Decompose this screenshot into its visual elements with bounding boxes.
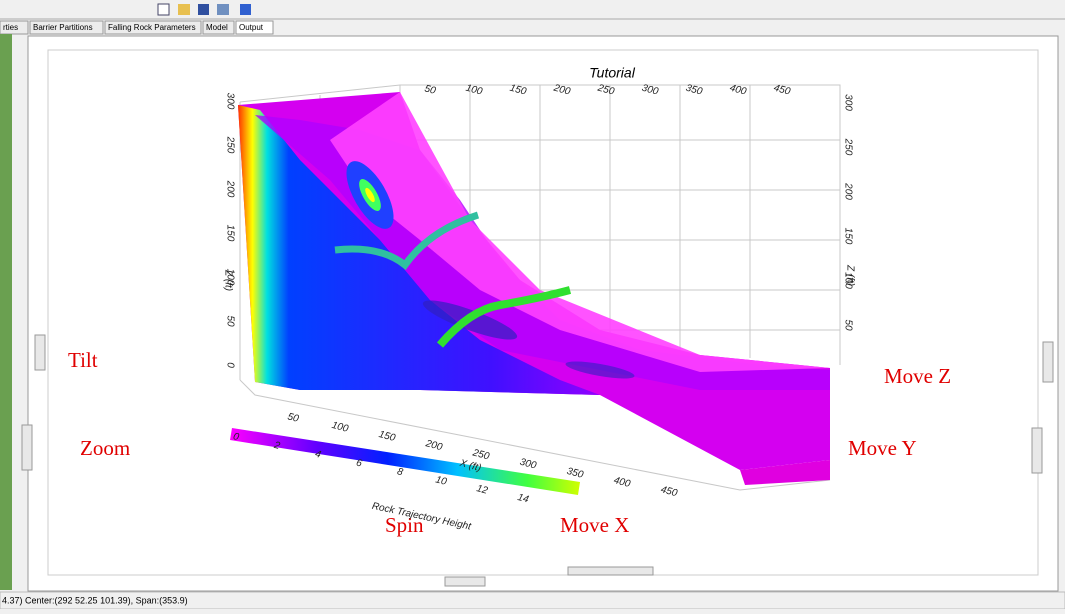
open-icon[interactable] [178,4,190,15]
z-tick-label: 250 [842,138,853,156]
axis-label: Z (ft) [844,264,855,286]
z-tick-label: 50 [224,315,235,327]
status-text: 4.37) Center:(292 52.25 101.39), Span:(3… [2,595,188,605]
z-tick-label: 250 [224,136,235,154]
z-tick-label: 50 [842,319,853,331]
z-tick-label: 150 [224,225,235,242]
move-z-slider[interactable] [1043,342,1053,382]
tilt-slider[interactable] [35,335,45,370]
spin-slider[interactable] [445,577,485,586]
control-label: Move Y [848,436,917,460]
control-label: Move Z [884,364,951,388]
axis-label: Z (ft) [222,269,233,291]
z-tick-label: 300 [224,93,235,110]
zoom-slider[interactable] [22,425,32,470]
control-label: Zoom [80,436,130,460]
tab-label[interactable]: Barrier Partitions [33,23,93,32]
side-panel [0,34,12,590]
move-y-slider[interactable] [1032,428,1042,473]
help-icon[interactable] [240,4,251,15]
tab-label[interactable]: Output [239,23,264,32]
tab-label[interactable]: Model [206,23,228,32]
z-tick-label: 300 [842,94,853,111]
z-tick-label: 200 [842,182,853,200]
page: {"toolbar": {"tabs": ["rties", "Barrier … [0,0,1065,609]
tab-label[interactable]: Falling Rock Parameters [108,23,196,32]
move-x-slider[interactable] [568,567,653,575]
z-tick-label: 150 [842,228,853,245]
control-label: Tilt [68,348,98,372]
plot-title: Tutorial [589,65,636,81]
z-tick-label: 0 [224,362,235,368]
control-label: Move X [560,513,629,537]
new-icon[interactable] [158,4,169,15]
tab-label[interactable]: rties [3,23,18,32]
z-tick-label: 200 [224,180,235,198]
app-window: rties Barrier Partitions Falling Rock Para… [0,0,1065,609]
save-icon[interactable] [198,4,209,15]
tool-icon[interactable] [217,4,229,15]
tab-bar: rties Barrier Partitions Falling Rock Para… [0,21,273,34]
